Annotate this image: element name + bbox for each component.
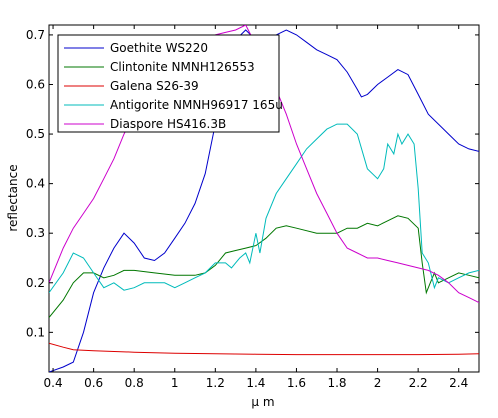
x-tick-label: 0.6 bbox=[84, 376, 103, 390]
series-line-galena-s26-39 bbox=[49, 342, 479, 356]
x-tick-label: 0.4 bbox=[44, 376, 63, 390]
y-tick-label: 0.7 bbox=[26, 28, 45, 42]
y-tick-label: 0.1 bbox=[26, 325, 45, 339]
series-line-clintonite-nmnh126553 bbox=[49, 215, 479, 318]
y-tick-label: 0.3 bbox=[26, 226, 45, 240]
y-tick-label: 0.2 bbox=[26, 276, 45, 290]
y-tick-label: 0.5 bbox=[26, 127, 45, 141]
legend-box bbox=[57, 34, 280, 133]
x-tick-label: 2 bbox=[374, 376, 382, 390]
x-axis-label: μ m bbox=[251, 395, 274, 409]
series-line-antigorite-nmnh96917-165u bbox=[49, 123, 479, 293]
legend-entry-label: Galena S26-39 bbox=[110, 79, 199, 93]
legend: Goethite WS220 Clintonite NMNH126553 Galen… bbox=[57, 34, 283, 133]
legend-entry-label: Antigorite NMNH96917 165u bbox=[110, 98, 283, 112]
y-axis-label: reflectance bbox=[6, 164, 20, 231]
x-axis-ticks: 0.4 0.6 0.8 1 1.2 1.4 1.6 1.8 2 2.2 2.4 bbox=[44, 25, 468, 390]
legend-entry-label: Diaspore HS416.3B bbox=[110, 117, 226, 131]
y-tick-label: 0.6 bbox=[26, 77, 45, 91]
y-axis-ticks: 0.1 0.2 0.3 0.4 0.5 0.6 0.7 bbox=[26, 28, 479, 339]
legend-entry-label: Clintonite NMNH126553 bbox=[110, 60, 255, 74]
x-tick-label: 0.8 bbox=[125, 376, 144, 390]
x-tick-label: 1.8 bbox=[327, 376, 346, 390]
y-tick-label: 0.4 bbox=[26, 177, 45, 191]
x-tick-label: 1.6 bbox=[287, 376, 306, 390]
x-tick-label: 1 bbox=[171, 376, 179, 390]
x-tick-label: 2.2 bbox=[409, 376, 428, 390]
legend-entry-label: Goethite WS220 bbox=[110, 41, 208, 55]
x-tick-label: 2.4 bbox=[449, 376, 468, 390]
x-tick-label: 1.2 bbox=[206, 376, 225, 390]
x-tick-label: 1.4 bbox=[246, 376, 265, 390]
